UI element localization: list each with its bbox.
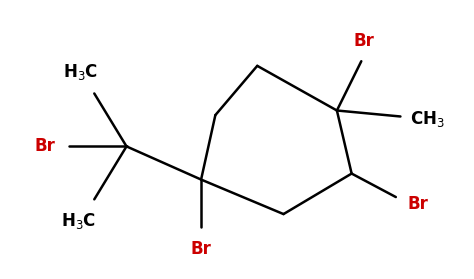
Text: Br: Br xyxy=(191,240,211,258)
Text: Br: Br xyxy=(353,32,374,50)
Text: H$_3$C: H$_3$C xyxy=(63,62,98,82)
Text: Br: Br xyxy=(407,195,428,213)
Text: Br: Br xyxy=(34,137,55,155)
Text: H$_3$C: H$_3$C xyxy=(61,211,96,231)
Text: CH$_3$: CH$_3$ xyxy=(410,109,445,129)
